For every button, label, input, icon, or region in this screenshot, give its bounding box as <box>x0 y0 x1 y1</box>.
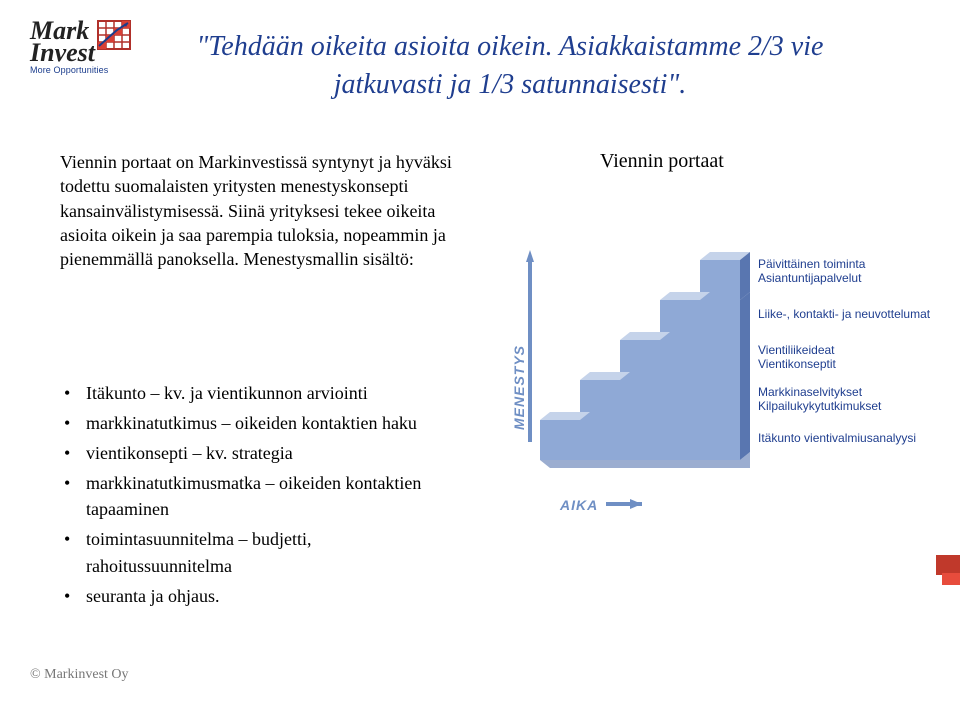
logo: Mark Invest <box>30 20 160 75</box>
stair-label: Liike-, kontakti- ja neuvottelumatkat <box>758 307 930 321</box>
logo-tagline: More Opportunities <box>30 65 160 75</box>
stair-label: Asiantuntijapalvelut <box>758 271 862 285</box>
logo-grid-icon <box>97 20 131 50</box>
list-item: Itäkunto – kv. ja vientikunnon arviointi <box>60 380 460 406</box>
logo-line2: Invest <box>30 42 95 64</box>
list-item: vientikonsepti – kv. strategia <box>60 440 460 466</box>
list-item: toimintasuunnitelma – budjetti, rahoitus… <box>60 526 460 578</box>
list-item: markkinatutkimus – oikeiden kontaktien h… <box>60 410 460 436</box>
stair-label: Vientikonseptit <box>758 357 836 371</box>
page: Mark Invest <box>0 0 960 707</box>
stair-label: Vientiliikeideat <box>758 343 835 357</box>
y-axis-label: MENESTYS <box>511 345 527 430</box>
right-heading: Viennin portaat <box>600 150 724 173</box>
logo-top: Mark Invest <box>30 20 160 64</box>
body-text: Viennin portaat on Markinvestissä syntyn… <box>60 150 460 271</box>
stairs-diagram: MENESTYS AIKA <box>500 210 930 540</box>
page-title: "Tehdään oikeita asioita oikein. Asiakka… <box>190 28 830 104</box>
red-accent-icon <box>932 555 960 587</box>
footer-copyright: © Markinvest Oy <box>30 667 129 683</box>
list-item: seuranta ja ohjaus. <box>60 583 460 609</box>
stair-label: Päivittäinen toiminta <box>758 257 866 271</box>
list-item: markkinatutkimusmatka – oikeiden kontakt… <box>60 470 460 522</box>
stair-label: Markkinaselvitykset <box>758 385 863 399</box>
x-axis-label: AIKA <box>559 497 598 513</box>
logo-wordmark: Mark Invest <box>30 20 95 64</box>
body-paragraph: Viennin portaat on Markinvestissä syntyn… <box>60 150 460 271</box>
y-axis-arrow-icon <box>526 250 534 262</box>
x-axis-arrow-icon <box>630 499 642 509</box>
stair-label: Kilpailukykytutkimukset <box>758 399 882 413</box>
stair-label: Itäkunto vientivalmiusanalyysi <box>758 431 916 445</box>
bullet-list: Itäkunto – kv. ja vientikunnon arviointi… <box>60 380 460 613</box>
